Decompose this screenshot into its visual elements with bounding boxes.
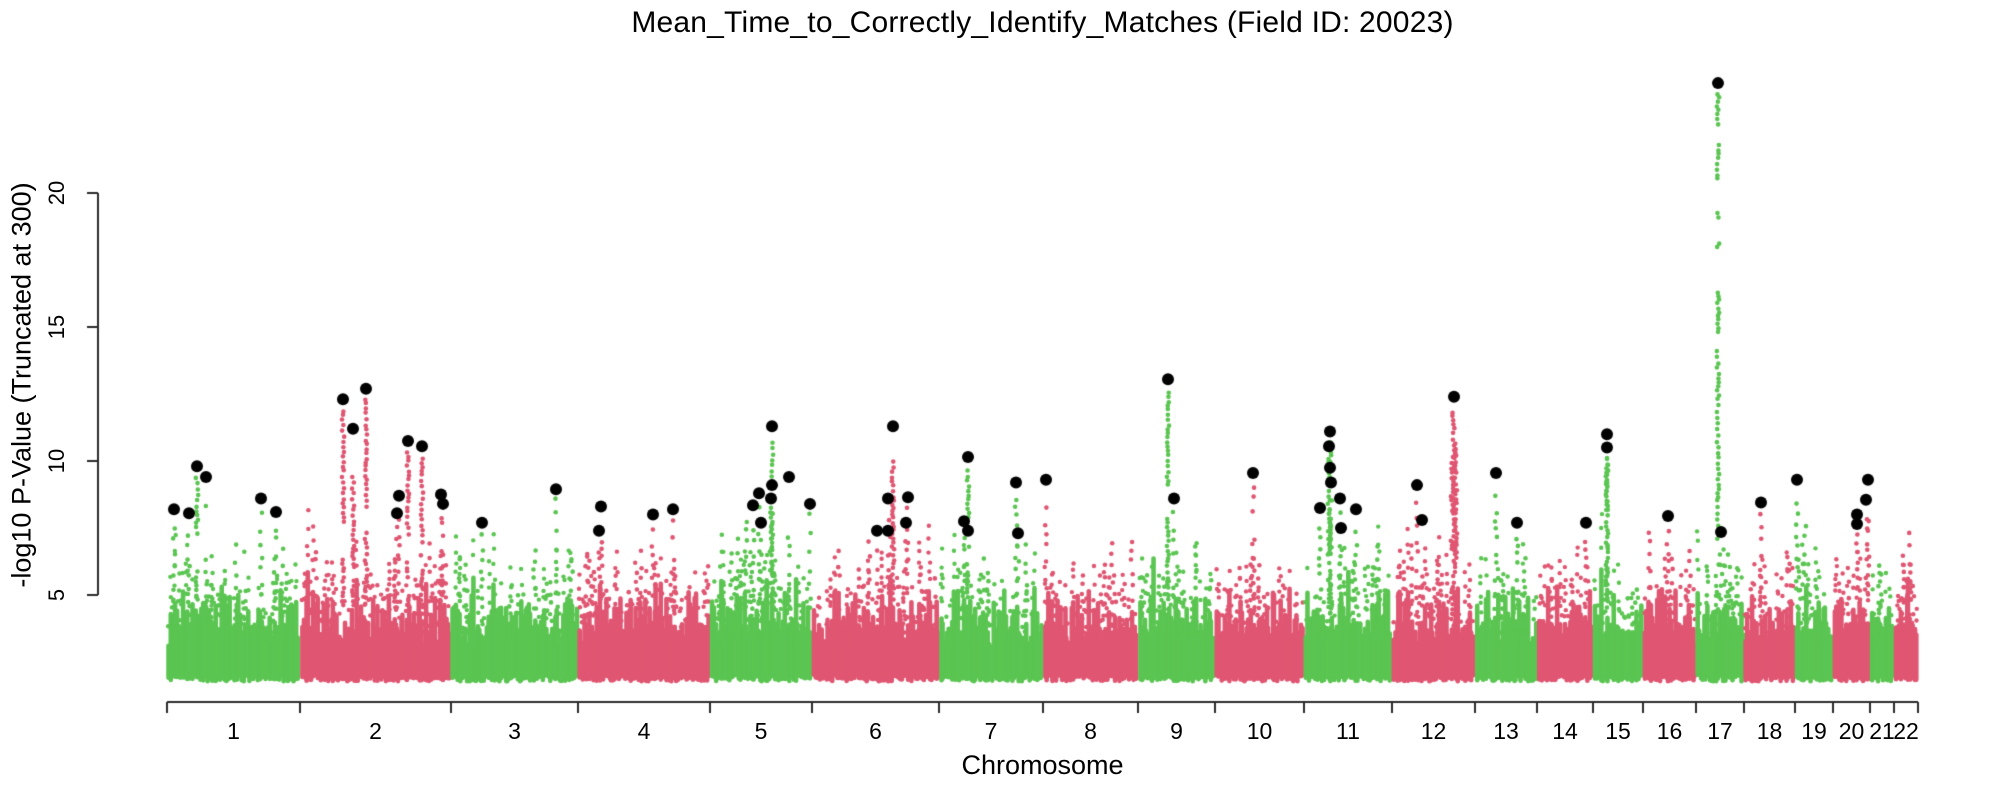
x-tick-label: 10: [1246, 718, 1273, 744]
x-tick-label: 3: [508, 718, 521, 744]
x-tick-label: 9: [1170, 718, 1183, 744]
y-tick-label: 5: [44, 588, 69, 602]
x-tick-label: 2: [369, 718, 382, 744]
chart-title: Mean_Time_to_Correctly_Identify_Matches …: [631, 6, 1454, 39]
x-tick-label: 14: [1552, 718, 1578, 744]
x-tick-label: 18: [1756, 718, 1783, 744]
x-tick-label: 12: [1420, 718, 1447, 744]
y-axis-label: -log10 P-Value (Truncated at 300): [6, 182, 37, 588]
x-tick-label: 15: [1605, 718, 1631, 744]
x-tick-label: 11: [1336, 718, 1360, 744]
x-tick-label: 6: [869, 718, 882, 744]
x-tick-label: 20: [1838, 718, 1865, 744]
x-tick-label: 16: [1656, 718, 1683, 744]
x-tick-label: 17: [1707, 718, 1733, 744]
x-tick-label: 21: [1869, 718, 1895, 744]
x-tick-label: 7: [984, 718, 998, 744]
x-axis-label: Chromosome: [961, 750, 1124, 780]
x-tick-label: 22: [1893, 718, 1919, 744]
x-tick-label: 1: [227, 718, 240, 744]
x-tick-label: 8: [1084, 718, 1097, 744]
x-tick-label: 19: [1801, 718, 1827, 744]
x-tick-label: 4: [637, 718, 651, 744]
x-tick-label: 13: [1493, 718, 1519, 744]
y-tick-label: 20: [44, 180, 69, 206]
y-tick-label: 10: [44, 448, 69, 474]
y-tick-label: 15: [44, 314, 69, 340]
x-tick-label: 5: [754, 718, 768, 744]
